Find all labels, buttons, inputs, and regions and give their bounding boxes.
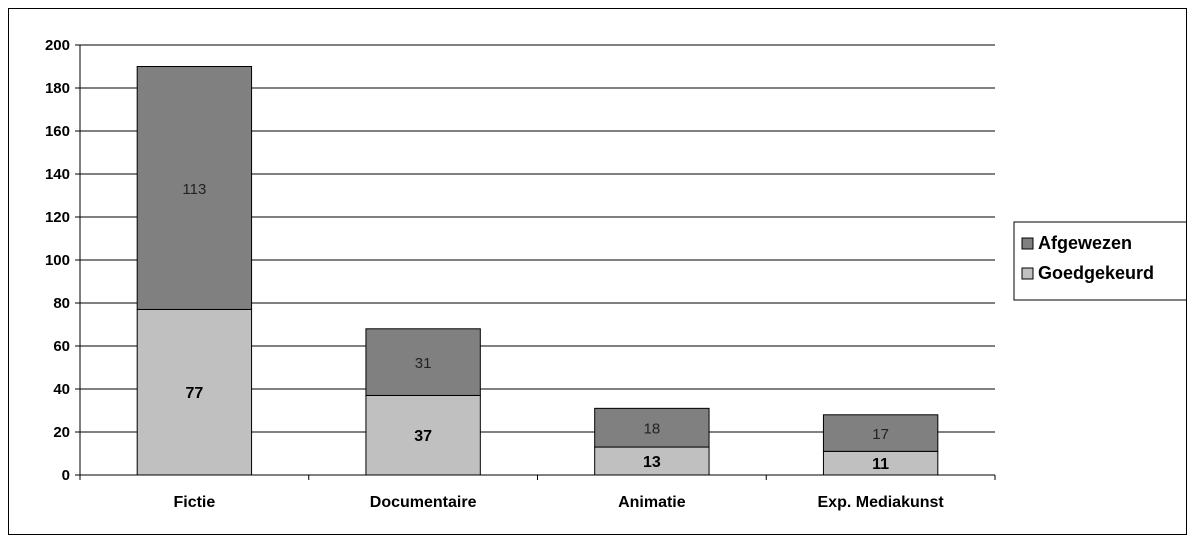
bar-segment-afgewezen	[822, 414, 939, 452]
data-label: 37	[414, 428, 432, 445]
axes	[75, 44, 996, 480]
chart-frame: 0 20 40 60 80 100 120 140 160 180 200 77 113 Fictie 37…	[8, 8, 1187, 535]
bar-segment-goedgekeurd	[594, 446, 710, 476]
legend: Afgewezen Goedgekeurd	[1013, 221, 1186, 301]
stacked-bar-chart: 0 20 40 60 80 100 120 140 160 180 200 77 113 Fictie 37…	[45, 37, 1186, 511]
x-category-label: Documentaire	[370, 494, 477, 511]
y-tick-label: 100	[45, 252, 70, 269]
legend-swatch	[1021, 237, 1034, 250]
data-label: 77	[185, 385, 203, 402]
legend-entry: Afgewezen	[1038, 233, 1132, 253]
y-tick-label: 0	[62, 467, 70, 484]
legend-entry: Goedgekeurd	[1038, 263, 1154, 283]
labels: 0 20 40 60 80 100 120 140 160 180 200 77 113 Fictie 37…	[45, 37, 944, 511]
bar-segment-afgewezen	[594, 407, 710, 448]
x-category-label: Fictie	[173, 494, 215, 511]
y-tick-label: 80	[53, 295, 70, 312]
data-label: 17	[872, 426, 889, 443]
bar-segment-afgewezen	[136, 66, 253, 310]
legend-swatch	[1021, 267, 1034, 280]
y-tick-label: 160	[45, 123, 70, 140]
y-tick-label: 60	[53, 338, 70, 355]
y-tick-label: 40	[53, 381, 70, 398]
x-category-label: Animatie	[618, 494, 686, 511]
data-label: 113	[182, 181, 206, 198]
y-tick-label: 140	[45, 166, 70, 183]
data-label: 18	[644, 421, 661, 438]
data-label: 31	[415, 355, 432, 372]
bar-segment-afgewezen	[365, 328, 481, 396]
x-category-label: Exp. Mediakunst	[818, 494, 945, 511]
y-tick-label: 20	[53, 424, 70, 441]
legend-box	[1013, 221, 1186, 301]
y-tick-label: 180	[45, 80, 70, 97]
data-label: 13	[643, 454, 661, 471]
data-label: 11	[872, 456, 889, 473]
bars	[136, 66, 939, 476]
y-tick-label: 200	[45, 37, 70, 54]
y-tick-label: 120	[45, 209, 70, 226]
